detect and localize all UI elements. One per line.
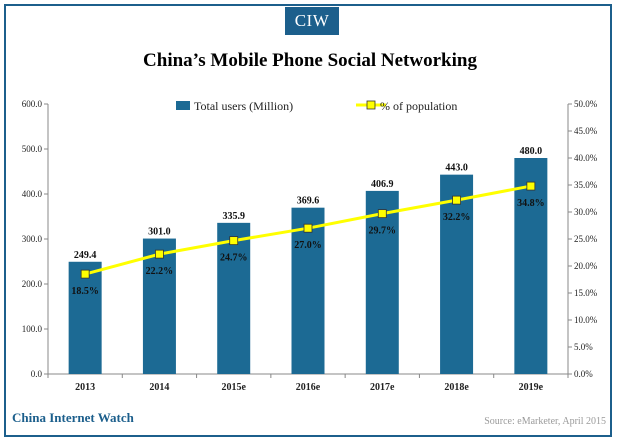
y-left-tick-label: 500.0 bbox=[22, 144, 43, 154]
bar-value-label: 249.4 bbox=[74, 250, 97, 261]
x-tick-label: 2017e bbox=[370, 382, 395, 393]
line-value-label: 27.0% bbox=[294, 240, 322, 251]
y-right-tick-label: 25.0% bbox=[574, 234, 598, 244]
bar bbox=[291, 207, 325, 374]
line-marker bbox=[377, 209, 387, 219]
line-marker bbox=[80, 269, 90, 279]
x-tick-label: 2018e bbox=[444, 382, 469, 393]
line-marker bbox=[452, 195, 461, 205]
y-left-tick-label: 600.0 bbox=[22, 99, 43, 109]
bar bbox=[217, 222, 251, 374]
line-value-label: 32.2% bbox=[443, 212, 471, 223]
x-tick-label: 2013 bbox=[75, 382, 95, 393]
y-left-tick-label: 300.0 bbox=[22, 234, 43, 244]
x-tick-label: 2015e bbox=[221, 382, 246, 393]
y-right-tick-label: 15.0% bbox=[574, 288, 598, 298]
bar bbox=[440, 174, 474, 374]
bar bbox=[68, 261, 102, 374]
bar bbox=[365, 190, 399, 374]
bar-value-label: 335.9 bbox=[222, 211, 245, 222]
legend-swatch-marker bbox=[366, 100, 376, 110]
bar-value-label: 369.6 bbox=[297, 196, 320, 207]
y-right-tick-label: 35.0% bbox=[574, 180, 598, 190]
line-value-label: 29.7% bbox=[369, 226, 397, 237]
legend-label-bar: Total users (Million) bbox=[194, 99, 293, 113]
bar bbox=[142, 238, 176, 374]
y-right-tick-label: 45.0% bbox=[574, 126, 598, 136]
y-right-tick-label: 5.0% bbox=[574, 342, 593, 352]
y-left-tick-label: 0.0 bbox=[31, 369, 43, 379]
line-marker bbox=[229, 236, 239, 246]
y-left-tick-label: 200.0 bbox=[22, 279, 43, 289]
line-value-label: 34.8% bbox=[517, 198, 545, 209]
ciw-logo: CIW bbox=[285, 7, 339, 35]
source-note: Source: eMarketer, April 2015 bbox=[484, 416, 606, 427]
y-right-tick-label: 0.0% bbox=[574, 369, 593, 379]
x-tick-label: 2014 bbox=[149, 382, 169, 393]
chart-title: China’s Mobile Phone Social Networking bbox=[143, 50, 477, 71]
bar bbox=[514, 158, 548, 374]
y-right-tick-label: 50.0% bbox=[574, 99, 598, 109]
x-tick-label: 2016e bbox=[296, 382, 321, 393]
line-marker bbox=[526, 181, 536, 191]
x-tick-label: 2019e bbox=[519, 382, 544, 393]
bar-value-label: 443.0 bbox=[445, 163, 468, 174]
line-value-label: 18.5% bbox=[71, 286, 99, 297]
bar-value-label: 301.0 bbox=[148, 227, 171, 238]
legend-label-line: % of population bbox=[380, 99, 457, 113]
brand-footer: China Internet Watch bbox=[12, 410, 134, 425]
legend-swatch-bar bbox=[176, 101, 190, 110]
line-value-label: 24.7% bbox=[220, 253, 248, 264]
y-left-tick-label: 400.0 bbox=[22, 189, 43, 199]
y-left-tick-label: 100.0 bbox=[22, 324, 43, 334]
line-marker bbox=[155, 249, 164, 259]
bar-value-label: 406.9 bbox=[371, 179, 394, 190]
y-right-tick-label: 20.0% bbox=[574, 261, 598, 271]
bar-value-label: 480.0 bbox=[520, 146, 543, 157]
line-marker bbox=[303, 223, 313, 233]
y-right-tick-label: 40.0% bbox=[574, 153, 598, 163]
y-right-tick-label: 10.0% bbox=[574, 315, 598, 325]
y-right-tick-label: 30.0% bbox=[574, 207, 598, 217]
line-value-label: 22.2% bbox=[146, 266, 174, 277]
